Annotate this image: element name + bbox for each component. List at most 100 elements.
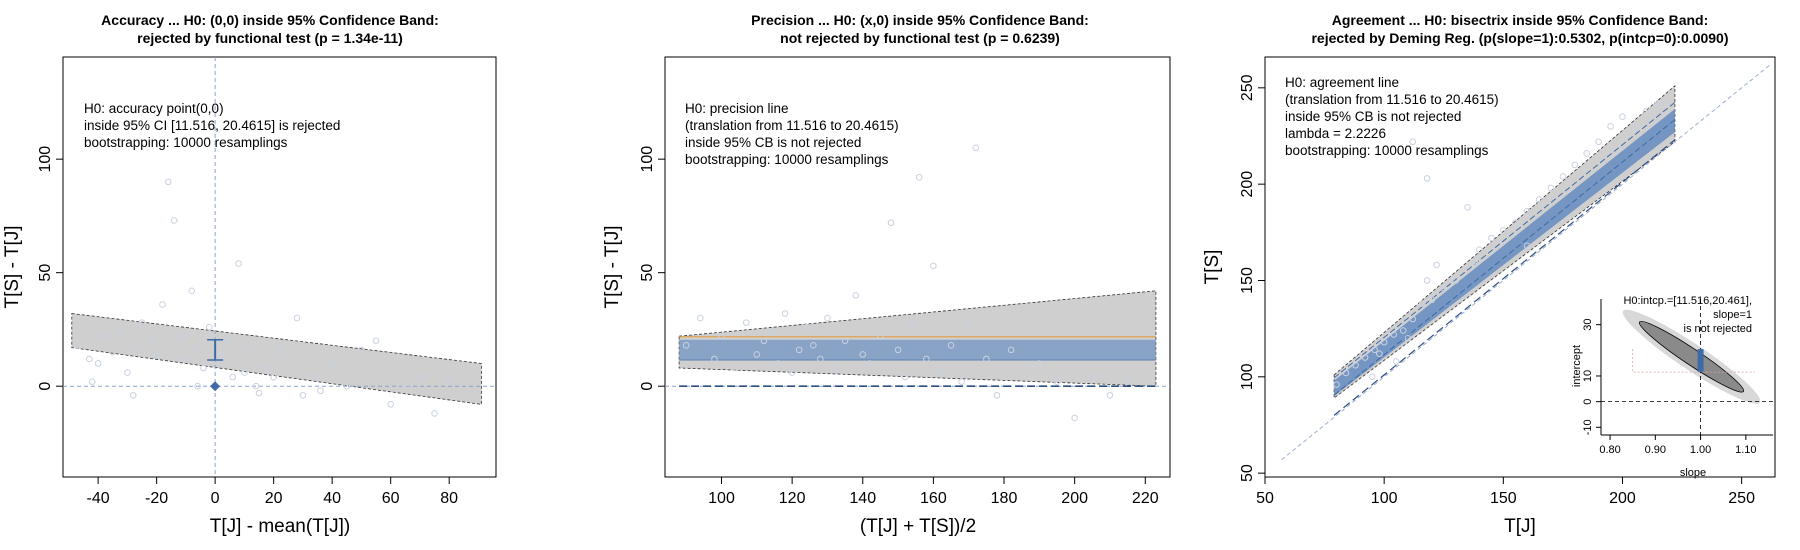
accuracy-data-point [129,391,137,399]
accuracy-annotation-line3: bootstrapping: 10000 resamplings [84,135,288,150]
precision-x-tick-label: 160 [920,490,947,507]
agreement-panel: Agreement ... H0: bisectrix inside 95% C… [1202,12,1776,537]
precision-annotation-line3: inside 95% CB is not rejected [685,135,861,150]
precision-x-tick-label: 200 [1061,490,1088,507]
agreement-h0-line [1333,139,1676,416]
precision-data-point [993,391,1001,399]
precision-data-point [866,360,874,367]
precision-data-point [1124,378,1131,385]
accuracy-data-point [182,355,190,363]
accuracy-data-point [103,332,111,340]
agreement-data-point [1452,277,1459,284]
agreement-data-point [1361,354,1369,361]
precision-data-point [937,369,944,376]
accuracy-data-point [241,369,248,376]
agreement-data-point [1535,196,1543,203]
precision-y-tick-label: 0 [639,382,656,391]
inset-title-line2: slope=1 [1713,309,1752,321]
accuracy-data-point [188,287,196,295]
precision-data-point [915,174,923,181]
inset-h0-guide [1632,349,1755,373]
precision-data-point [817,355,824,363]
accuracy-data-point [387,401,394,408]
agreement-y-tick-label: 100 [1239,363,1256,390]
agreement-data-point [1476,246,1483,253]
inset-y-tick-label: -10 [1582,419,1594,435]
precision-x-tick-label: 180 [991,490,1018,507]
accuracy-confidence-band [71,313,482,405]
precision-y-tick-label: 100 [639,146,656,173]
accuracy-data-point [264,364,272,372]
precision-x-tick-label: 100 [708,490,735,507]
precision-panel: Precision ... H0: (x,0) inside 95% Confi… [602,12,1171,537]
agreement-plot-frame [1264,56,1776,478]
inset-x-tick-label: 0.80 [1599,444,1620,456]
precision-data-point [1053,378,1061,385]
accuracy-data-point [223,337,231,345]
precision-data-point [859,351,867,358]
agreement-data-point [1390,331,1397,338]
precision-data-point [972,144,980,152]
agreement-data-point [1571,161,1579,169]
precision-data-point [1021,364,1029,372]
agreement-data-point [1523,207,1531,215]
accuracy-data-point [293,314,301,322]
accuracy-data-point [317,387,324,395]
inset-x-axis-label: slope [1680,467,1706,479]
accuracy-data-point [109,348,117,356]
accuracy-title-line1: Accuracy ... H0: (0,0) inside 95% Confid… [101,12,439,28]
accuracy-x-tick-label: -20 [145,490,168,507]
agreement-data-point [1559,173,1567,180]
accuracy-data-point [372,337,380,345]
precision-data-point [767,328,775,336]
precision-data-point [802,323,810,331]
accuracy-data-point [147,337,155,345]
agreement-data-point [1371,346,1378,354]
accuracy-data-point [74,342,81,349]
agreement-data-point [1433,261,1440,269]
accuracy-y-tick-label: 100 [37,146,54,173]
precision-data-point [930,262,937,270]
precision-y-tick-label: 50 [639,264,656,282]
precision-data-point [841,337,849,345]
accuracy-x-tick-label: 0 [211,490,220,507]
agreement-y-tick-label: 50 [1239,464,1256,482]
precision-data-point [877,332,884,340]
precision-confidence-band [678,290,1157,387]
agreement-data-point [1380,338,1388,346]
inset-confidence-ellipse [1638,320,1745,393]
precision-translation-band [679,339,1156,360]
agreement-y-tick-label: 150 [1239,267,1256,294]
accuracy-data-point [170,217,178,224]
inset-title-line1: H0:intcp.=[11.516,20.461], [1623,295,1752,307]
precision-data-point [788,369,796,376]
precision-data-point [711,355,718,363]
agreement-data-point [1333,381,1340,388]
agreement-data-point [1488,234,1495,242]
inset-x-tick-label: 1.10 [1735,444,1756,456]
agreement-data-point [1423,277,1431,284]
accuracy-data-point [235,260,242,267]
precision-data-point [1071,414,1078,422]
precision-data-point [983,355,990,363]
accuracy-y-tick-label: 50 [37,264,54,282]
precision-plot-frame [664,56,1171,478]
precision-annotation-line2: (translation from 11.516 to 20.4615) [685,118,899,133]
precision-data-point [1089,373,1096,381]
agreement-data-point [1583,150,1591,157]
accuracy-data-point [159,301,166,308]
precision-x-tick-label: 220 [1132,490,1159,507]
precision-data-point [894,346,902,354]
accuracy-x-tick-label: 60 [382,490,400,507]
accuracy-data-point [217,351,225,358]
agreement-title-line2: rejected by Deming Reg. (p(slope=1):0.53… [1311,30,1728,46]
agreement-data-point [1654,99,1662,107]
precision-x-tick-label: 140 [849,490,876,507]
precision-data-point [795,346,803,354]
agreement-title-line1: Agreement ... H0: bisectrix inside 95% C… [1332,12,1709,28]
accuracy-data-point [299,391,307,399]
agreement-data-point [1547,184,1555,192]
agreement-data-point [1409,315,1417,323]
inset-y-tick-label: 0 [1582,399,1594,405]
precision-x-axis-label: (T[J] + T[S])/2 [860,516,976,537]
